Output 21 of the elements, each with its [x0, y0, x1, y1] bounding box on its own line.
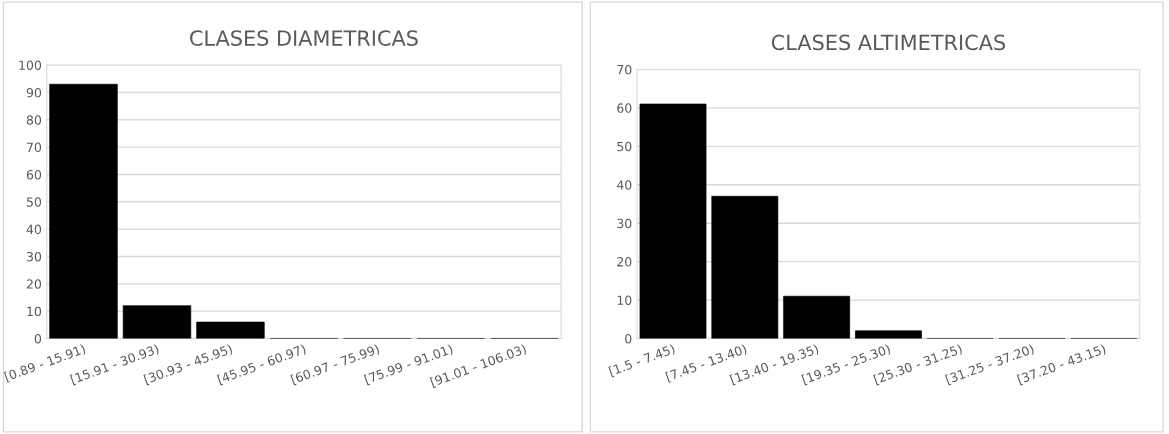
y-tick-label: 50	[26, 197, 42, 207]
y-tick-label: 60	[26, 169, 42, 180]
y-tick-label: 50	[617, 141, 632, 152]
y-tick-label: 70	[27, 142, 42, 153]
y-tick-label: 60	[617, 103, 632, 113]
y-tick-label: 80	[26, 115, 42, 125]
y-tick-label: 0	[625, 333, 632, 344]
y-tick-label: 90	[26, 87, 42, 98]
y-tick-label: 30	[26, 251, 42, 262]
y-tick-label: 20	[26, 279, 42, 289]
y-tick-label: 10	[617, 295, 632, 306]
y-tick-label: 30	[617, 218, 632, 229]
y-tick-label: 20	[617, 257, 632, 267]
y-tick-label: 40	[616, 180, 632, 190]
chart-title: CLASES DIAMETRICAS	[190, 30, 418, 46]
y-tick-label: 70	[617, 64, 632, 75]
y-tick-label: 40	[26, 224, 42, 235]
y-tick-label: 10	[27, 306, 42, 317]
chart-title: CLASES ALTIMETRICAS	[771, 34, 1006, 51]
y-tick-label: 0	[34, 333, 42, 344]
y-tick-label: 100	[19, 60, 42, 71]
